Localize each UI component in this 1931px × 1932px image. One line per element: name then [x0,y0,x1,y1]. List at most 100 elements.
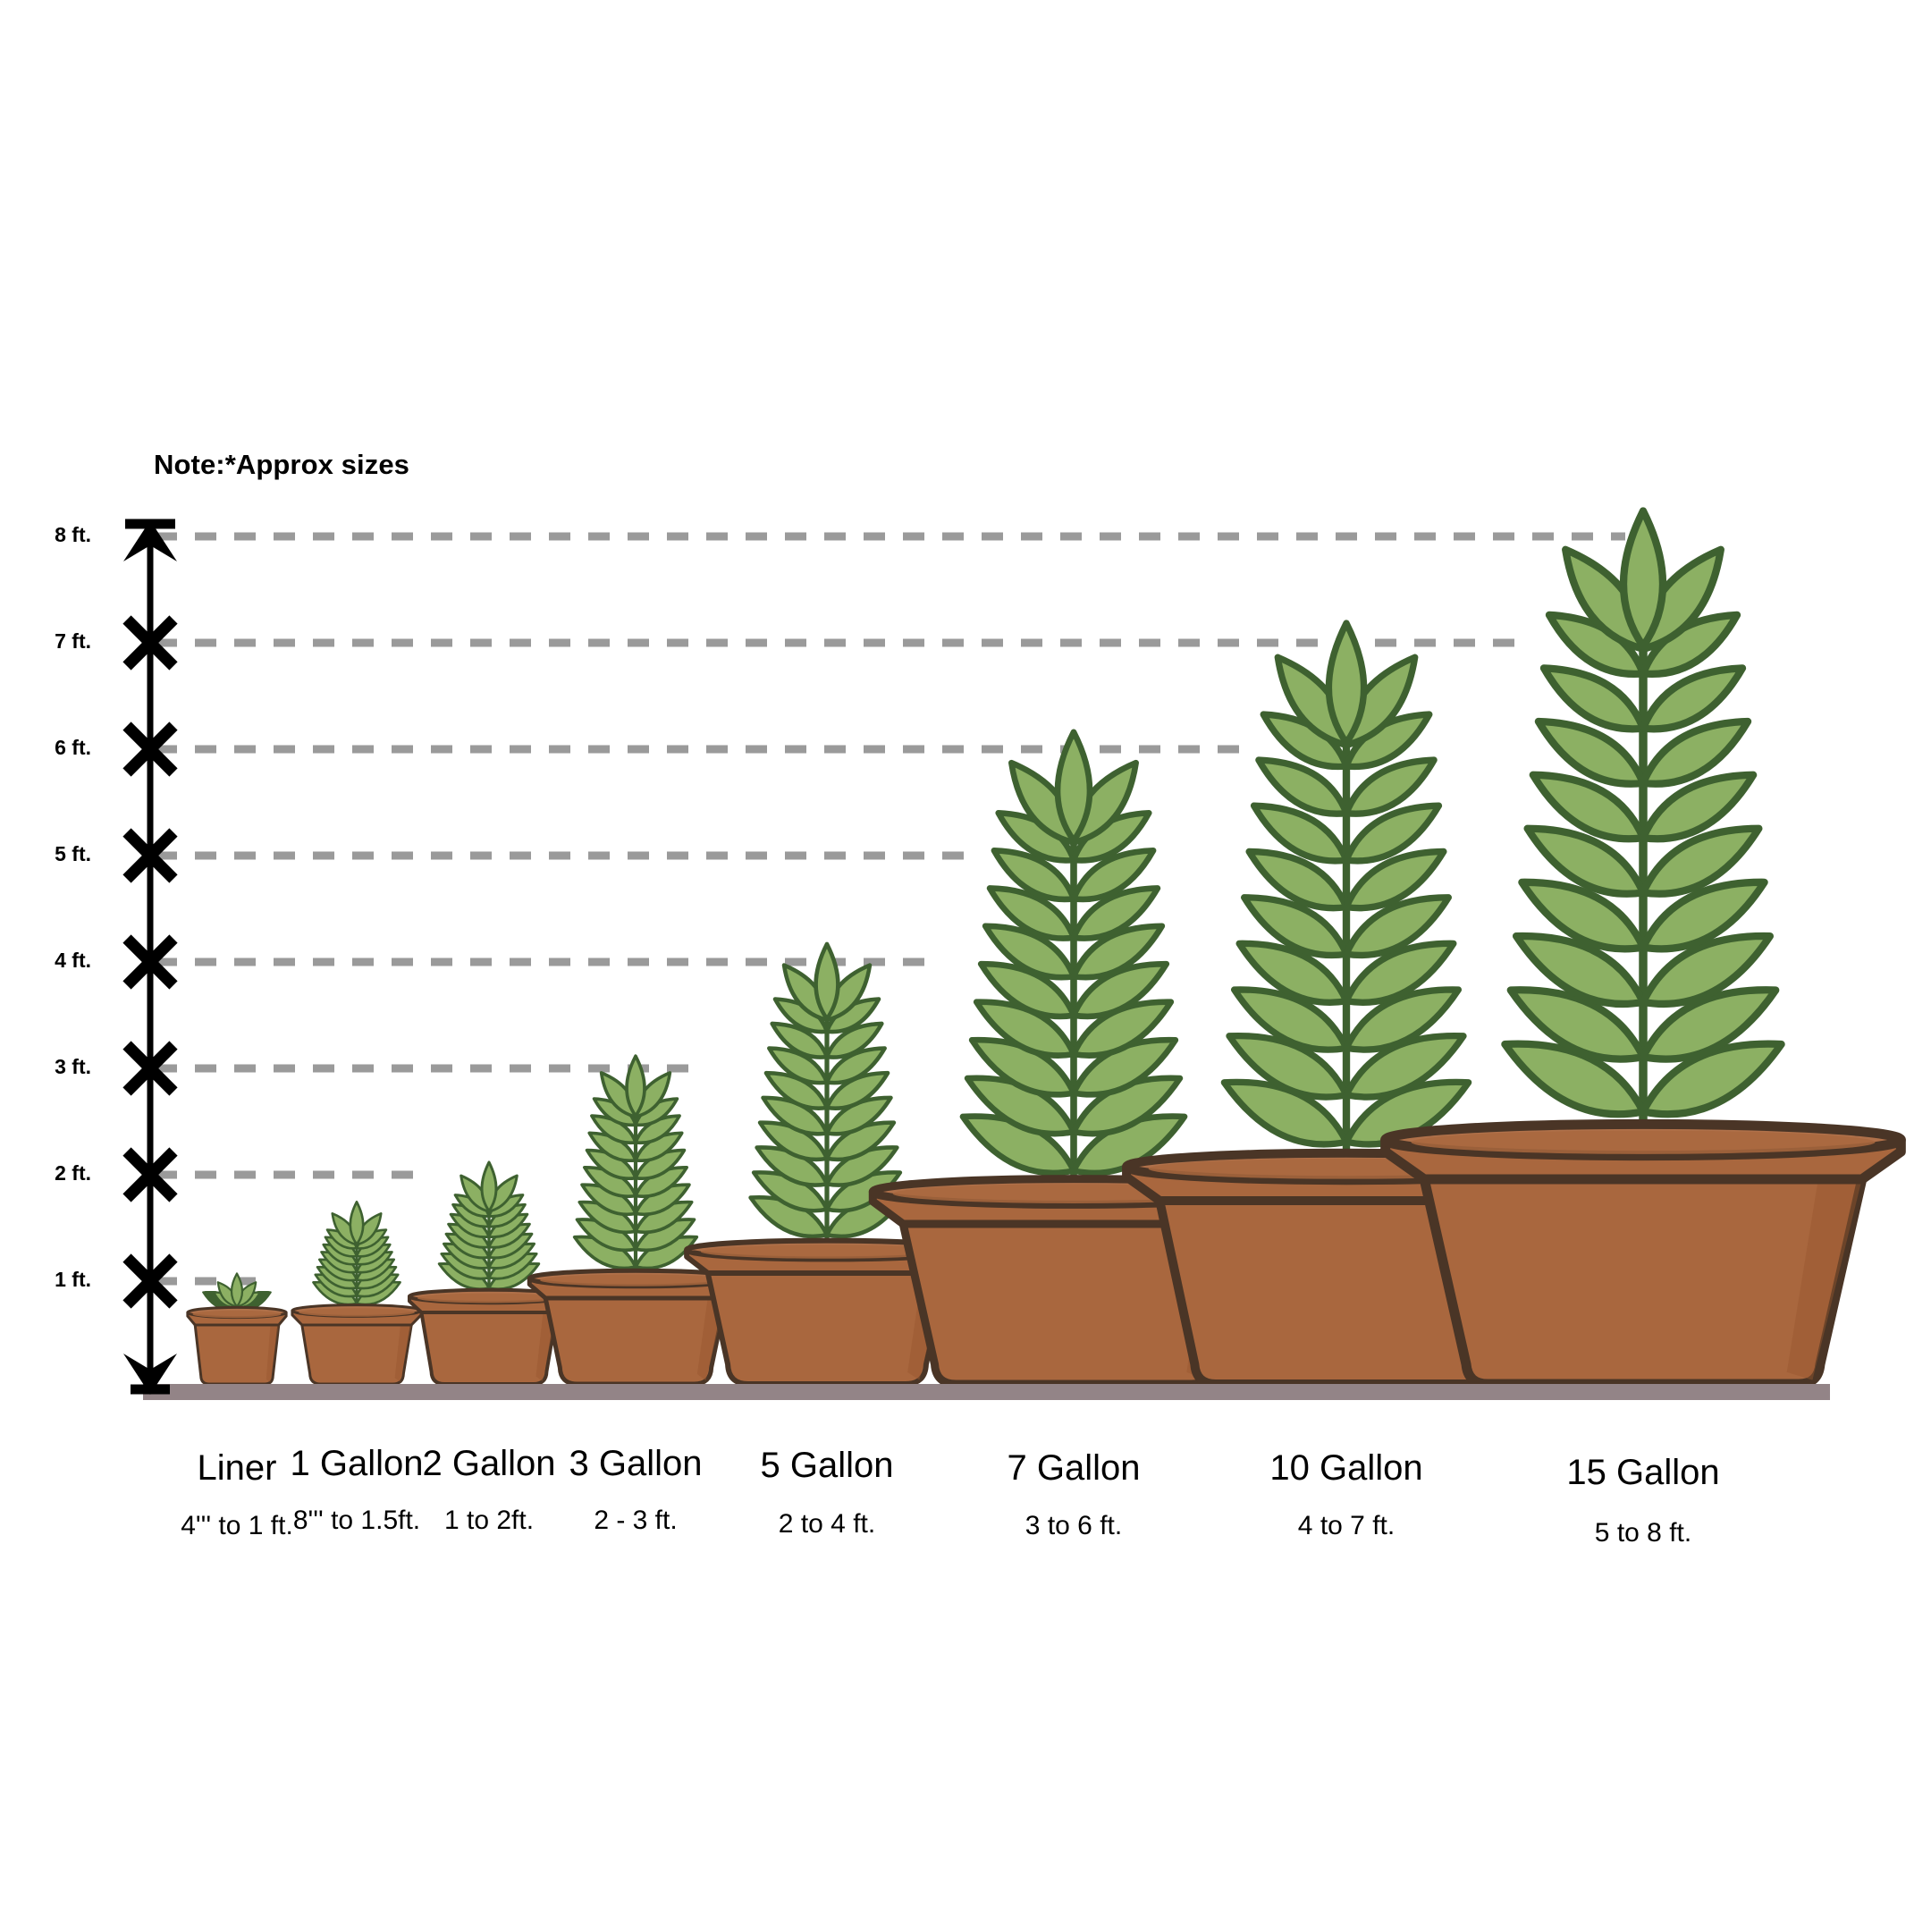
pot-soil [417,1293,561,1303]
plant-group-15-gallon [1380,507,1906,1389]
leaf [1325,620,1368,747]
leaf [1343,940,1457,1006]
leaf-blade [1230,986,1350,1053]
leaf-blade [755,1145,830,1187]
leaf [982,923,1077,981]
leaf-blade [634,1183,691,1217]
category-name-3: 3 Gallon [569,1444,703,1483]
leaf [1639,986,1780,1063]
leaf [1534,717,1648,788]
height-axis [122,519,178,1395]
leaf [1529,771,1648,843]
leaf-blade [761,1095,830,1136]
leaf-blade [230,1272,244,1308]
leaf-blade [1343,1032,1467,1101]
axis-arrow-top [123,520,177,561]
leaf-blade [1070,1075,1184,1137]
leaf [1070,885,1161,941]
leaf-blade [1241,894,1350,959]
leaf-blade [964,1075,1077,1137]
leaf-blade [1523,824,1648,898]
leaf [824,1095,893,1136]
category-name-6: 10 Gallon [1269,1448,1423,1488]
leaf [1255,756,1350,817]
leaf [1639,932,1775,1008]
category-size-2: 1 to 2ft. [443,1506,535,1535]
pot-body-shade [1786,1179,1862,1380]
pot-0 [186,1305,288,1386]
leaf [580,1183,637,1217]
leaf [634,1148,687,1181]
leaf [977,960,1077,1020]
leaf [1070,960,1170,1020]
plant-5 [959,729,1188,1201]
leaf [1639,771,1758,843]
leaf-blade [634,1200,694,1235]
pot-soil [540,1274,731,1287]
leaf [1230,986,1350,1053]
leaf-blade [977,960,1077,1020]
leaf-blade [1539,664,1648,733]
leaf-blade [585,1148,637,1181]
leaf [634,1131,684,1163]
leaf [751,1170,830,1213]
leaf [1506,986,1648,1063]
leaf-blade [590,1114,637,1145]
category-name-1: 1 Gallon [290,1444,424,1483]
tick-mark-6ft [122,721,178,777]
leaf-blade [1070,848,1157,903]
leaf-blade [1070,1113,1188,1177]
leaf-blade [1639,717,1752,788]
leaf-blade [986,885,1077,941]
leaf [625,1054,646,1118]
leaf [824,1070,890,1110]
leaf-blade [1518,878,1648,953]
leaf [1639,717,1752,788]
leaf-blade [1639,986,1780,1063]
leaf-blade [1639,932,1775,1008]
category-size-0: 4''' to 1 ft. [181,1511,293,1540]
tick-mark-1ft [122,1253,178,1309]
leaf [1343,848,1447,912]
leaf-blade [1325,620,1368,747]
category-name-5: 7 Gallon [1007,1448,1141,1488]
leaf-blade [1639,878,1768,953]
category-size-1: 8''' to 1.5ft. [292,1506,421,1535]
plant-7 [1501,507,1785,1150]
leaf-blade [349,1200,365,1246]
leaf-blade [587,1131,637,1163]
leaf-blade [634,1148,687,1181]
axis-tick-label-6ft: 6 ft. [55,736,91,759]
leaf [590,1114,637,1145]
leaf [1070,1036,1179,1098]
leaf [1070,923,1166,981]
leaf-blade [1343,848,1447,912]
leaf-blade [625,1054,646,1118]
leaf [968,1036,1077,1098]
leaf-blade [634,1131,684,1163]
leaf-blade [1255,756,1350,817]
leaf-blade [1245,848,1350,912]
leaf-blade [1639,824,1763,898]
category-size-5: 3 to 6 ft. [1025,1511,1123,1540]
tick-stroke [122,615,178,671]
leaf-blade [982,923,1077,981]
category-size-4: 2 to 4 ft. [778,1509,876,1539]
leaf [1220,1078,1350,1148]
leaf-blade [824,1046,887,1085]
pot-soil [700,1244,954,1259]
leaf [585,1148,637,1181]
pot-body [300,1323,413,1386]
leaf-blade [824,1120,897,1162]
leaf-blade [1506,986,1648,1063]
leaf-blade [1343,756,1438,817]
tick-stroke [122,1041,178,1096]
plant-3 [572,1054,699,1287]
leaf [480,1160,498,1213]
tick-mark-7ft [122,615,178,671]
leaf-blade [814,941,840,1021]
leaf-blade [1054,729,1093,844]
tick-stroke [122,1253,178,1309]
